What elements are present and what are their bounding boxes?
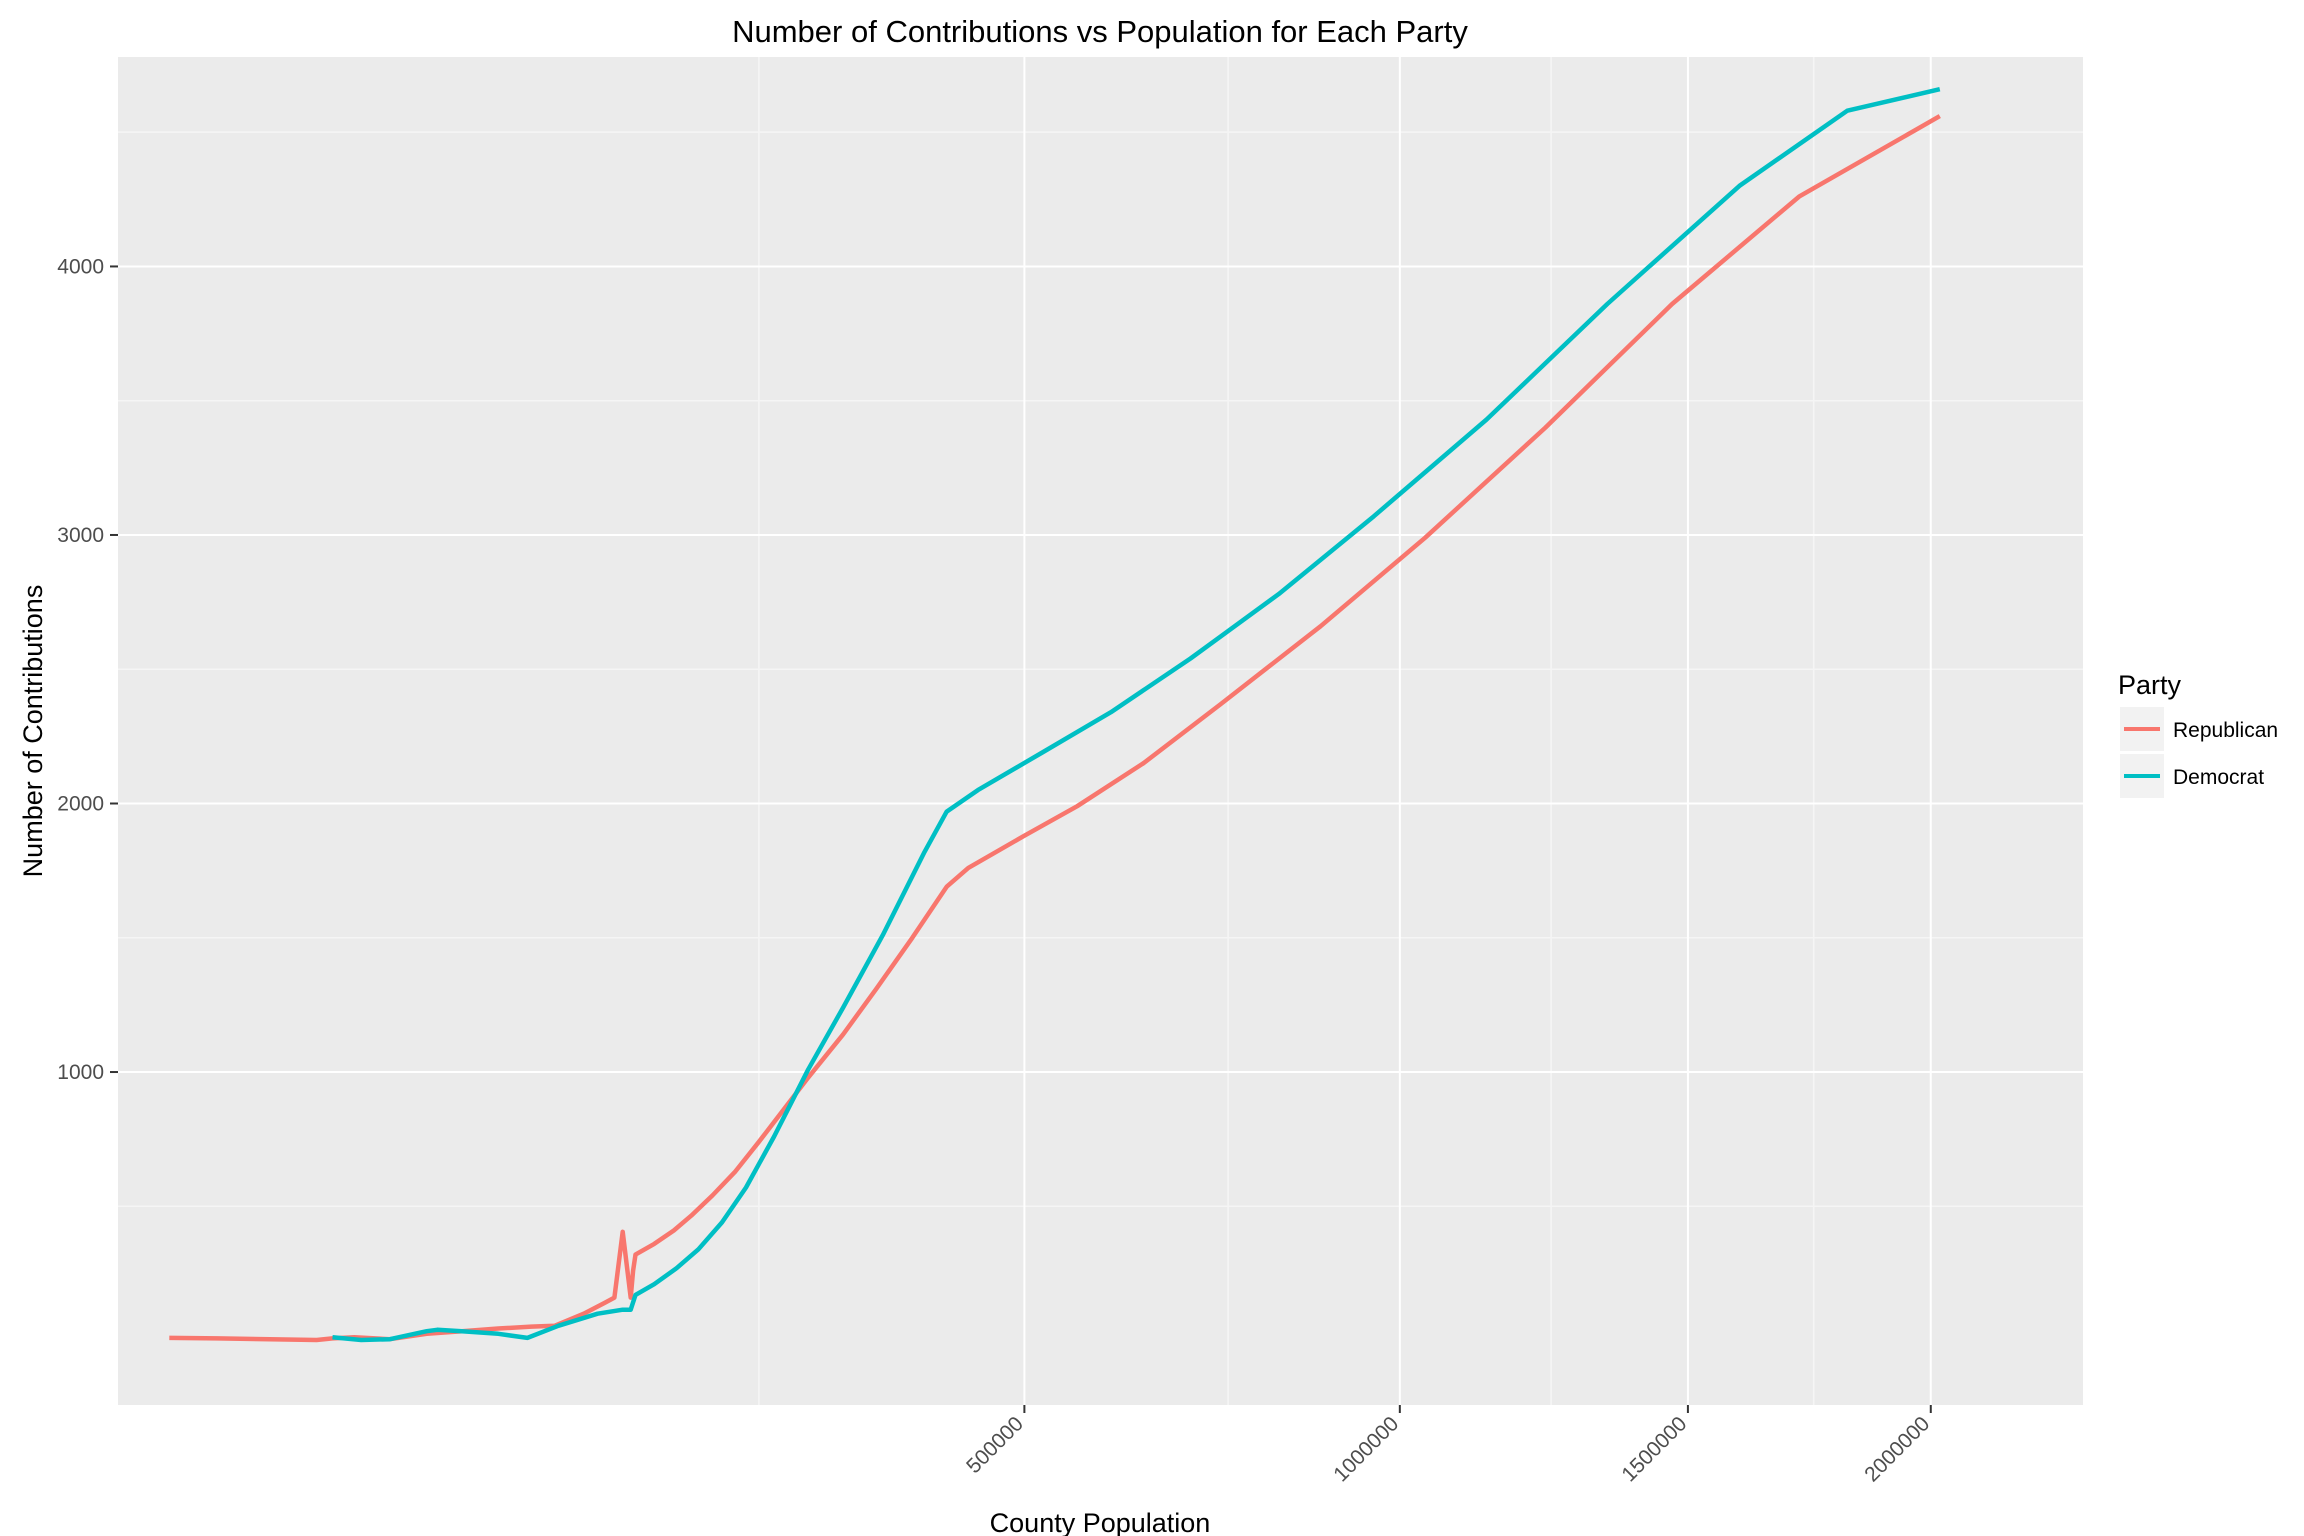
- x-tick-label: 1500000: [1617, 1412, 1691, 1486]
- legend-label-republican: Republican: [2173, 719, 2278, 742]
- y-tick-label: 4000: [57, 255, 104, 278]
- legend-title: Party: [2118, 670, 2182, 700]
- minor-gridlines: [118, 57, 2083, 1405]
- y-axis-ticks: 1000 2000 3000 4000: [57, 255, 118, 1084]
- x-axis-title: County Population: [990, 1508, 1211, 1536]
- major-gridlines: [118, 57, 2083, 1405]
- x-tick-label: 1000000: [1329, 1412, 1403, 1486]
- y-tick-label: 3000: [57, 524, 104, 547]
- series-lines: [169, 87, 1941, 1343]
- x-tick-label: 500000: [962, 1412, 1028, 1478]
- y-tick-label: 2000: [57, 793, 104, 816]
- x-tick-label: 2000000: [1860, 1412, 1934, 1486]
- legend-item-democrat: Democrat: [2120, 754, 2264, 798]
- legend: Party Republican Democrat: [2118, 670, 2278, 798]
- x-axis-ticks: 500000 1000000 1500000 2000000: [962, 1405, 1934, 1486]
- chart-title: Number of Contributions vs Population fo…: [732, 14, 1468, 49]
- plot-panel: [118, 57, 2083, 1405]
- legend-item-republican: Republican: [2120, 707, 2278, 751]
- legend-label-democrat: Democrat: [2173, 766, 2264, 789]
- y-axis-title: Number of Contributions: [18, 585, 48, 878]
- y-tick-label: 1000: [57, 1061, 104, 1084]
- series-line-democrat: [332, 87, 1941, 1343]
